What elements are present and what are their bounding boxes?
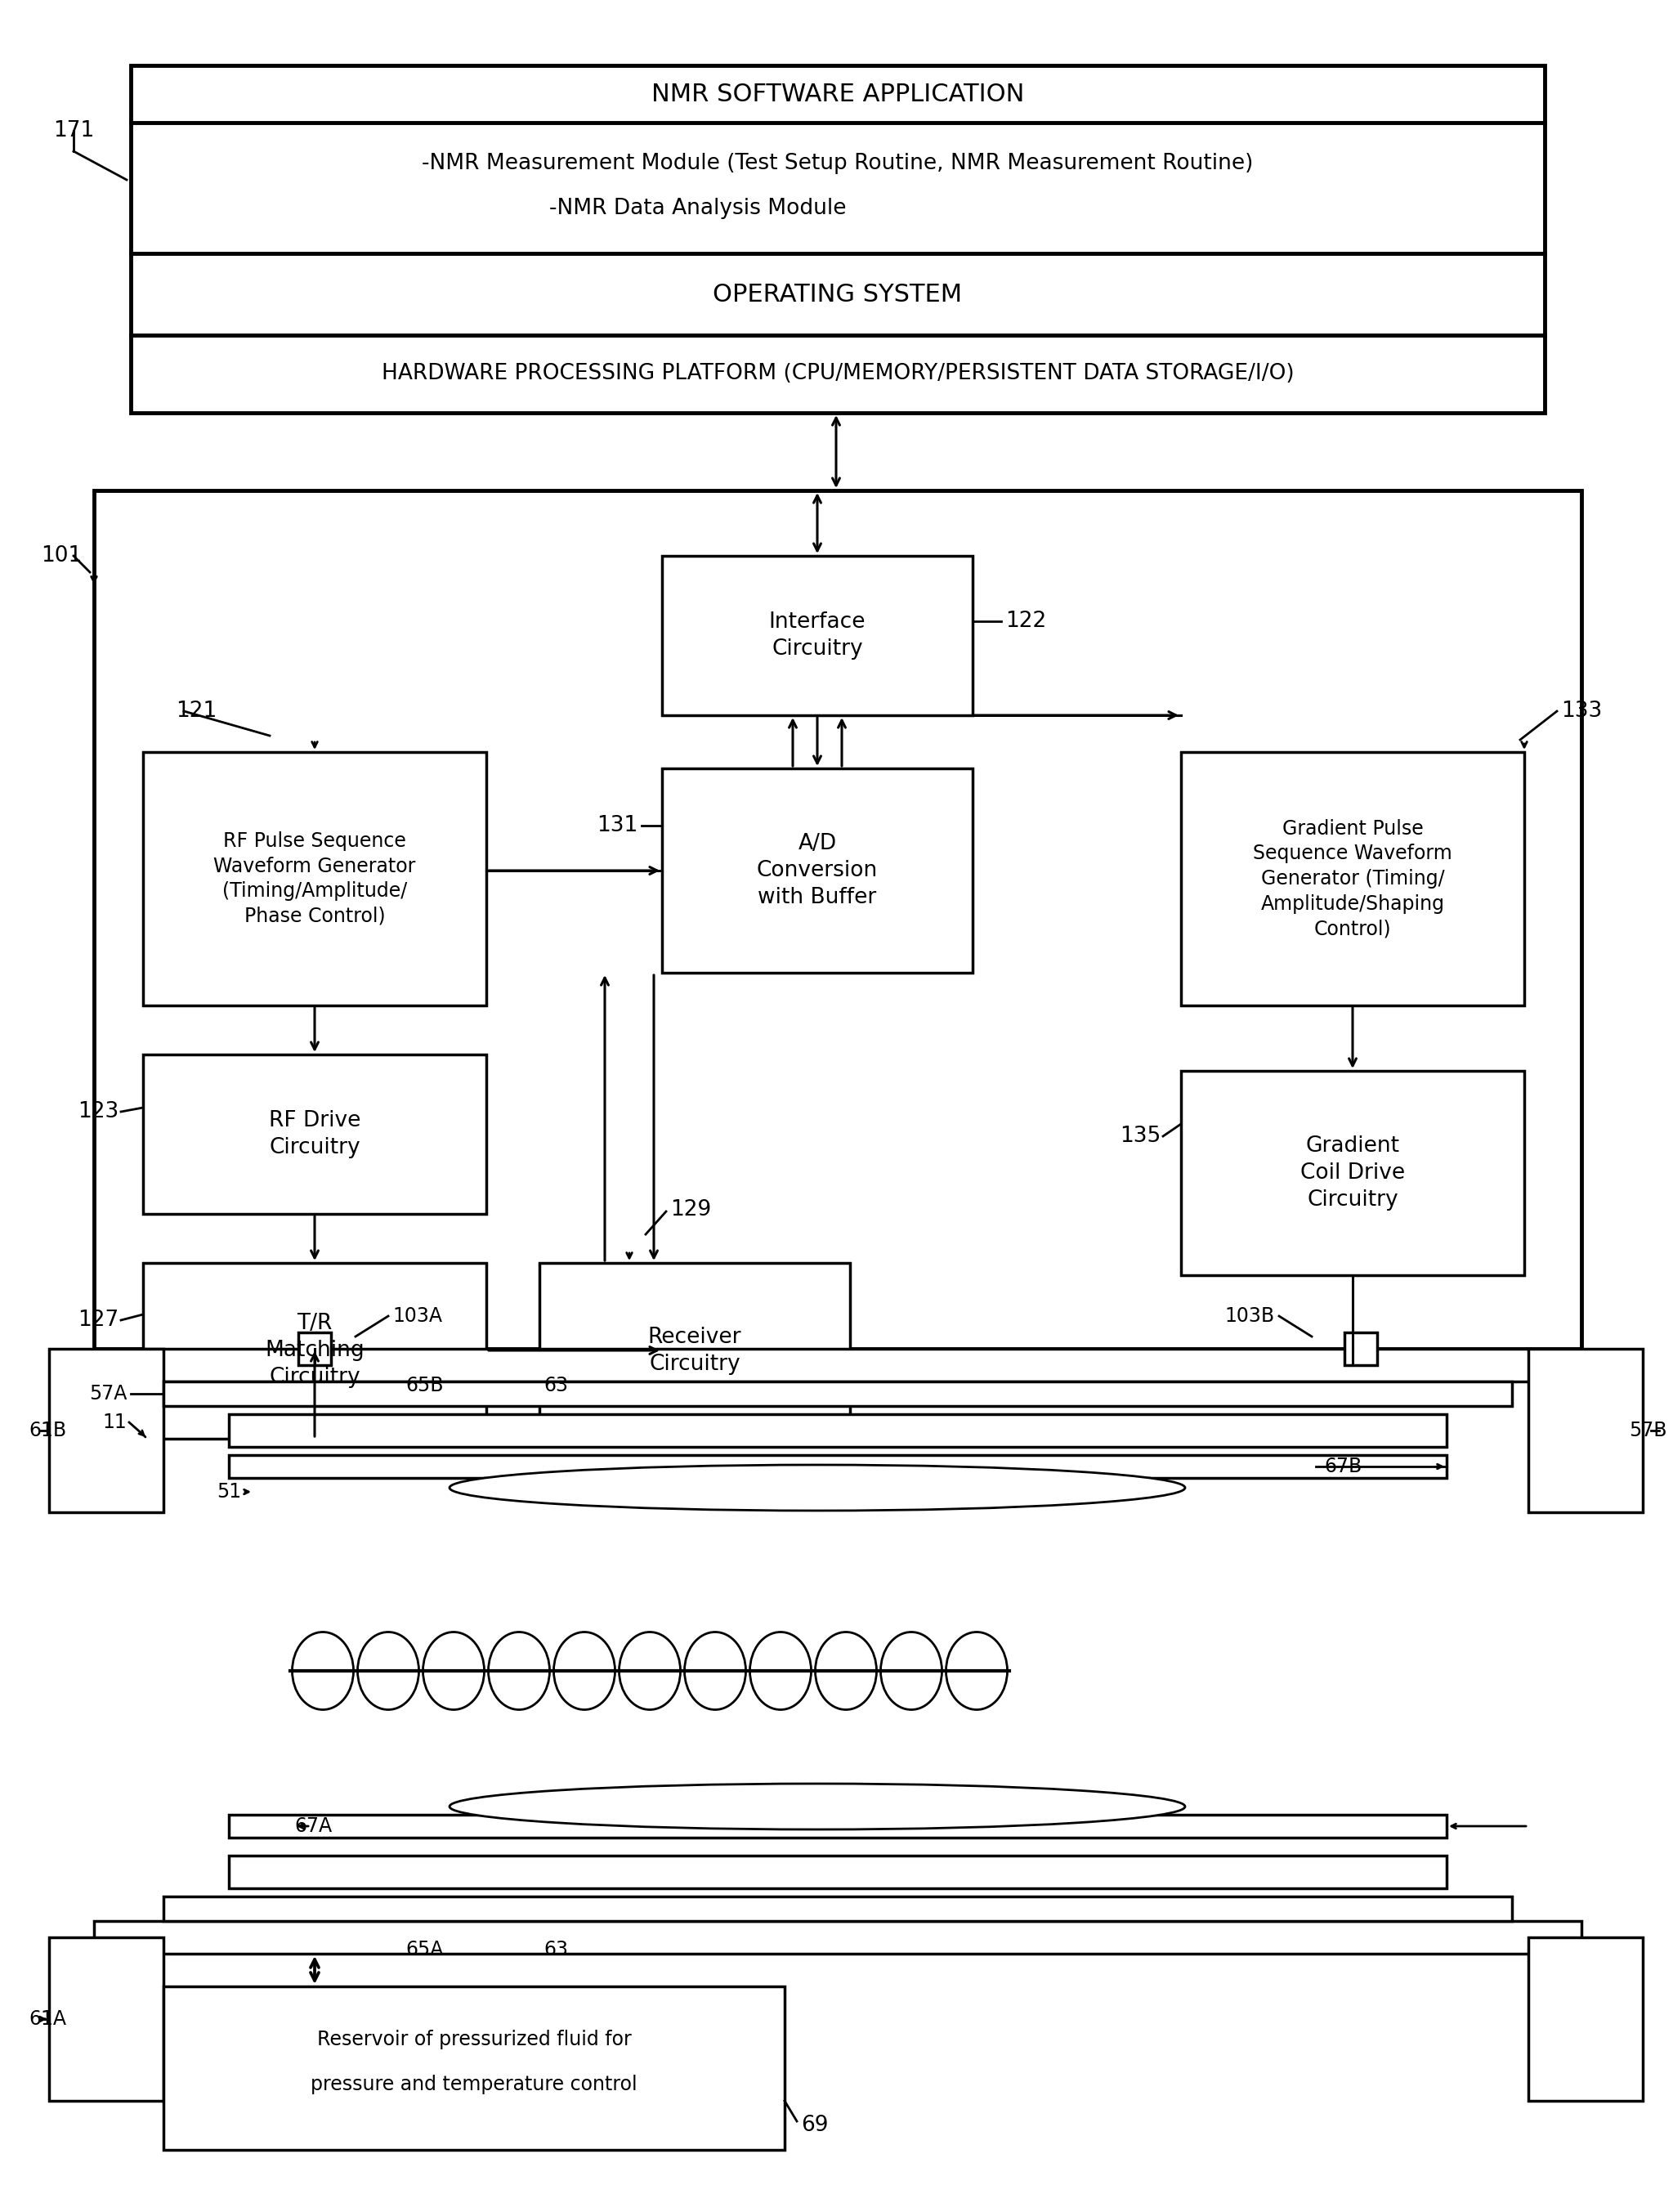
Bar bbox=[94, 1920, 1581, 1953]
Text: 129: 129 bbox=[671, 1199, 711, 1221]
Text: NMR SOFTWARE APPLICATION: NMR SOFTWARE APPLICATION bbox=[651, 82, 1024, 106]
Text: 65B: 65B bbox=[407, 1376, 443, 1396]
Text: Receiver
Circuitry: Receiver Circuitry bbox=[647, 1327, 741, 1374]
Bar bbox=[130, 336, 1544, 414]
Bar bbox=[164, 1986, 785, 2150]
Bar bbox=[1529, 1938, 1643, 2101]
Text: 65A: 65A bbox=[407, 1940, 443, 1960]
Bar bbox=[142, 1263, 487, 1438]
Text: 57B: 57B bbox=[1630, 1420, 1668, 1440]
Text: 127: 127 bbox=[77, 1310, 119, 1332]
Text: A/D
Conversion
with Buffer: A/D Conversion with Buffer bbox=[756, 834, 878, 909]
Text: pressure and temperature control: pressure and temperature control bbox=[311, 2075, 637, 2095]
Bar bbox=[164, 1896, 1512, 1920]
Text: 61A: 61A bbox=[28, 2008, 67, 2028]
Bar bbox=[49, 1938, 164, 2101]
Text: 51: 51 bbox=[216, 1482, 241, 1502]
Bar bbox=[94, 491, 1581, 1349]
Bar bbox=[1529, 1349, 1643, 1513]
Text: 103A: 103A bbox=[391, 1307, 442, 1325]
Bar bbox=[539, 1263, 850, 1438]
Text: OPERATING SYSTEM: OPERATING SYSTEM bbox=[713, 283, 962, 305]
Text: 101: 101 bbox=[40, 544, 82, 566]
Ellipse shape bbox=[619, 1632, 681, 1710]
Text: Gradient
Coil Drive
Circuitry: Gradient Coil Drive Circuitry bbox=[1300, 1135, 1405, 1210]
Text: 57A: 57A bbox=[89, 1385, 127, 1405]
Bar bbox=[142, 752, 487, 1006]
Text: 135: 135 bbox=[1119, 1126, 1161, 1146]
Ellipse shape bbox=[554, 1632, 616, 1710]
Bar bbox=[229, 1814, 1447, 1838]
Ellipse shape bbox=[489, 1632, 550, 1710]
Bar bbox=[94, 1349, 1581, 1382]
Text: 133: 133 bbox=[1561, 701, 1603, 721]
Text: Reservoir of pressurized fluid for: Reservoir of pressurized fluid for bbox=[316, 2031, 631, 2048]
Bar bbox=[142, 1055, 487, 1214]
Bar bbox=[130, 254, 1544, 336]
Text: RF Drive
Circuitry: RF Drive Circuitry bbox=[269, 1110, 361, 1157]
Text: 121: 121 bbox=[176, 701, 217, 721]
Text: 61B: 61B bbox=[28, 1420, 67, 1440]
Text: Gradient Pulse
Sequence Waveform
Generator (Timing/
Amplitude/Shaping
Control): Gradient Pulse Sequence Waveform Generat… bbox=[1253, 818, 1452, 938]
Bar bbox=[663, 768, 972, 973]
Bar bbox=[1345, 1332, 1377, 1365]
Ellipse shape bbox=[423, 1632, 483, 1710]
Ellipse shape bbox=[815, 1632, 877, 1710]
Text: 103B: 103B bbox=[1225, 1307, 1275, 1325]
Bar bbox=[1181, 1071, 1524, 1274]
Bar bbox=[229, 1455, 1447, 1478]
Text: -NMR Data Analysis Module: -NMR Data Analysis Module bbox=[549, 197, 847, 219]
Ellipse shape bbox=[450, 1464, 1184, 1511]
Bar bbox=[663, 555, 972, 714]
Text: 67A: 67A bbox=[294, 1816, 331, 1836]
Text: -NMR Measurement Module (Test Setup Routine, NMR Measurement Routine): -NMR Measurement Module (Test Setup Rout… bbox=[422, 153, 1253, 175]
Bar bbox=[298, 1332, 331, 1365]
Text: 11: 11 bbox=[102, 1413, 127, 1431]
Text: T/R
Matching
Circuitry: T/R Matching Circuitry bbox=[264, 1312, 365, 1387]
Text: 122: 122 bbox=[1005, 611, 1046, 633]
Ellipse shape bbox=[293, 1632, 353, 1710]
Ellipse shape bbox=[450, 1783, 1184, 1829]
Text: 131: 131 bbox=[596, 814, 637, 836]
Ellipse shape bbox=[880, 1632, 942, 1710]
Bar bbox=[49, 1349, 164, 1513]
Bar bbox=[1181, 752, 1524, 1006]
Bar bbox=[130, 66, 1544, 254]
Text: 63: 63 bbox=[544, 1940, 569, 1960]
Text: 171: 171 bbox=[54, 119, 94, 142]
Text: 123: 123 bbox=[77, 1102, 119, 1121]
Ellipse shape bbox=[945, 1632, 1007, 1710]
Text: Interface
Circuitry: Interface Circuitry bbox=[770, 611, 865, 659]
Ellipse shape bbox=[750, 1632, 811, 1710]
Ellipse shape bbox=[358, 1632, 418, 1710]
Ellipse shape bbox=[684, 1632, 746, 1710]
Text: 67B: 67B bbox=[1323, 1458, 1362, 1475]
Text: 63: 63 bbox=[544, 1376, 569, 1396]
Bar bbox=[229, 1856, 1447, 1889]
Bar bbox=[164, 1382, 1512, 1407]
Text: HARDWARE PROCESSING PLATFORM (CPU/MEMORY/PERSISTENT DATA STORAGE/I/O): HARDWARE PROCESSING PLATFORM (CPU/MEMORY… bbox=[381, 363, 1293, 385]
Bar bbox=[229, 1413, 1447, 1447]
Text: 69: 69 bbox=[801, 2115, 828, 2137]
Text: RF Pulse Sequence
Waveform Generator
(Timing/Amplitude/
Phase Control): RF Pulse Sequence Waveform Generator (Ti… bbox=[214, 832, 417, 927]
